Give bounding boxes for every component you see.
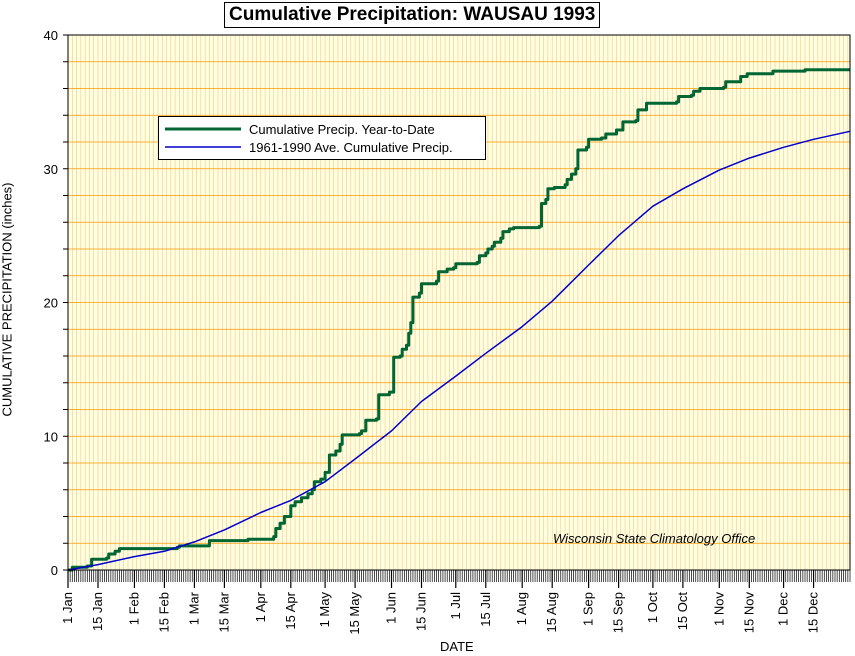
x-tick-label: 15 Jan [90,592,105,631]
x-tick-label: 1 Jan [60,592,75,624]
x-tick-label: 15 Feb [156,592,171,632]
x-tick-label: 15 Mar [216,591,231,632]
legend-item-ytd: Cumulative Precip. Year-to-Date [165,120,435,138]
x-tick-label: 1 May [317,592,332,628]
x-tick-label: 15 Dec [806,592,821,634]
x-ticks: 1 Jan 15 Jan 1 Feb 15 Feb 1 Mar 15 Mar 1 Apr 15… [60,570,851,635]
x-tick-label: 1 Mar [186,591,201,625]
legend-label-ytd: Cumulative Precip. Year-to-Date [249,121,435,137]
x-tick-label: 1 Jul [448,592,463,620]
x-tick-label: 15 Jul [478,592,493,627]
legend: Cumulative Precip. Year-to-Date 1961-199… [158,116,486,160]
x-tick-label: 15 Apr [283,591,298,629]
series-layer [67,68,851,572]
x-tick-label: 1 Jun [384,592,399,624]
chart-title: Cumulative Precipitation: WAUSAU 1993 [224,2,601,28]
credit-annotation: Wisconsin State Climatology Office [553,531,756,546]
x-axis-label: DATE [440,639,474,654]
legend-swatch-ytd [165,127,241,131]
x-tick-label: 1 Apr [253,591,268,622]
legend-label-normal: 1961-1990 Ave. Cumulative Precip. [249,139,453,155]
y-tick-label: 20 [44,296,58,311]
series-line-1 [67,130,851,571]
x-tick-label: 15 Oct [675,592,690,631]
x-tick-label: 15 Nov [741,592,756,634]
legend-item-normal: 1961-1990 Ave. Cumulative Precip. [165,138,453,156]
y-tick-label: 0 [51,563,58,578]
x-tick-label: 1 Dec [776,592,791,626]
x-tick-label: 1 Oct [645,592,660,623]
x-tick-label: 15 Aug [544,592,559,633]
y-ticks: 0 10 20 30 40 [44,28,68,578]
x-tick-label: 15 Sep [611,592,626,633]
x-tick-label: 1 Feb [126,592,141,625]
y-tick-label: 10 [44,429,58,444]
x-tick-label: 1 Sep [581,592,596,626]
y-tick-label: 40 [44,28,58,43]
x-tick-label: 15 Jun [414,592,429,631]
x-tick-label: 1 Nov [711,592,726,626]
x-tick-label: 1 Aug [514,592,529,625]
y-axis-label: CUMULATIVE PRECIPITATION (inches) [0,182,15,417]
series-line-0 [68,68,850,572]
legend-swatch-normal [165,146,241,148]
y-tick-label: 30 [44,162,58,177]
x-tick-label: 15 May [347,592,362,635]
